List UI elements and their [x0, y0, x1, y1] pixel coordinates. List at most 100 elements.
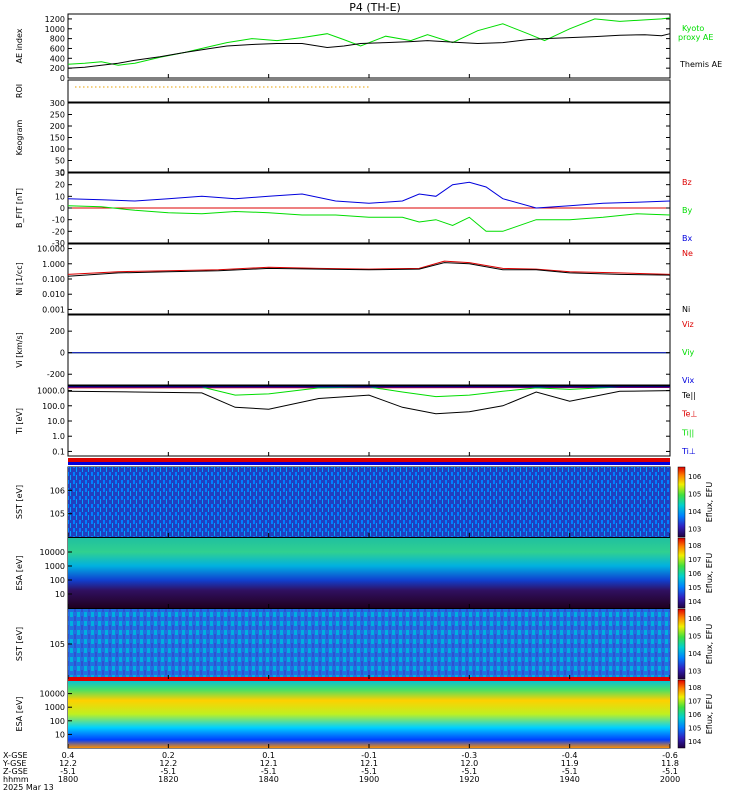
- panel-frame-velocity: [67, 314, 671, 386]
- xaxis-row-label-1: Y-GSE: [2, 759, 26, 768]
- ytick-label-esa_ion: 10000: [40, 548, 65, 557]
- ytick-label-temperature: 100.0: [42, 402, 65, 411]
- ytick-label-density: 0.001: [42, 305, 65, 314]
- ytick-label-esa_ion: 100: [50, 576, 65, 585]
- xtick-label-2-0: 0.1: [262, 751, 275, 760]
- legend-velocity-2: Vix: [682, 376, 695, 385]
- colorbar-tick-esa_ion: 105: [688, 584, 701, 592]
- ytick-label-keogram: 0: [60, 168, 65, 177]
- ylabel-velocity: Vi [km/s]: [15, 332, 24, 368]
- legend-velocity-1: Viy: [682, 348, 695, 357]
- series-temperature-Te||: [67, 390, 671, 415]
- ytick-label-bfield: -30: [52, 239, 65, 248]
- colorbar-tick-sst_ion: 103: [688, 525, 701, 533]
- legend-density-0: Ne: [682, 249, 693, 258]
- legend-velocity-0: Viz: [682, 320, 694, 329]
- esa-ion-spectrogram: [68, 538, 670, 608]
- ytick-label-density: 10.000: [37, 245, 65, 254]
- ytick-label-ae: 1000: [45, 25, 65, 34]
- colorbar-label-sst_elec: Eflux, EFU: [705, 624, 714, 665]
- series-bfield-By: [67, 205, 671, 232]
- xaxis-row-label-3: hhmm: [3, 775, 29, 784]
- ytick-label-keogram: 100: [50, 145, 65, 154]
- ylabel-temperature: Ti [eV]: [15, 408, 24, 435]
- legend-themis-ae: Themis AE: [679, 60, 722, 69]
- plot-title: P4 (TH-E): [349, 1, 401, 14]
- ytick-label-ae: 800: [50, 35, 65, 44]
- xaxis-row-label-2: Z-GSE: [3, 767, 28, 776]
- colorbar-tick-esa_elec: 107: [688, 697, 701, 705]
- ytick-label-ae: 200: [50, 64, 65, 73]
- ytick-label-temperature: 1.0: [52, 432, 65, 441]
- xtick-label-3-2: -5.1: [361, 767, 377, 776]
- panel-frame-keogram: [67, 102, 671, 173]
- panel-frame-ae: [67, 13, 671, 79]
- sst-quality-bar-blue: [68, 462, 670, 465]
- ytick-label-keogram: 300: [50, 99, 65, 108]
- series-ae-Themis AE: [67, 33, 671, 69]
- ytick-label-temperature: 1000.0: [37, 387, 65, 396]
- ytick-label-ae: 600: [50, 44, 65, 53]
- xtick-label-3-1: 12.1: [360, 759, 378, 768]
- legend-bfield-0: Bz: [682, 178, 692, 187]
- x-axis-labels: 0.412.2-5.118000.212.2-5.118200.112.1-5.…: [2, 751, 680, 792]
- xtick-label-5-2: -5.1: [562, 767, 578, 776]
- ytick-label-density: 0.100: [42, 275, 65, 284]
- legend-temperature-2: Ti||: [681, 428, 694, 437]
- ylabel-sst_ion: SST [eV]: [15, 485, 24, 519]
- sst-ion-spectrogram: [68, 467, 670, 537]
- panel-frame-density: [67, 243, 671, 315]
- legend-kyoto: Kyoto: [682, 24, 704, 33]
- colorbar-esa-ion: [677, 537, 686, 609]
- xtick-label-4-0: -0.3: [462, 751, 478, 760]
- ylabel-ae: AE index: [15, 28, 24, 63]
- legend-temperature-0: Te||: [681, 391, 696, 400]
- ytick-label-esa_elec: 10000: [40, 690, 65, 699]
- sst-electron-spectrogram: [68, 609, 670, 679]
- ytick-label-velocity: -200: [47, 370, 65, 379]
- ytick-label-velocity: 200: [50, 327, 65, 336]
- ylabel-esa_ion: ESA [eV]: [15, 556, 24, 591]
- xaxis-row-label-0: X-GSE: [3, 751, 28, 760]
- series-density-Ni: [67, 262, 671, 277]
- ytick-label-ae: 1200: [45, 15, 65, 24]
- sst-quality-bar: [68, 458, 670, 462]
- xtick-label-5-0: -0.4: [562, 751, 578, 760]
- ytick-label-keogram: 200: [50, 122, 65, 131]
- xtick-label-3-0: -0.1: [361, 751, 377, 760]
- xtick-label-1-1: 12.2: [159, 759, 177, 768]
- colorbar-label-esa_elec: Eflux, EFU: [705, 694, 714, 735]
- colorbar-tick-esa_elec: 104: [688, 738, 702, 746]
- series-bfield-Bx: [67, 181, 671, 209]
- xtick-label-2-2: -5.1: [261, 767, 277, 776]
- ytick-label-bfield: -10: [52, 216, 65, 225]
- xtick-label-4-2: -5.1: [462, 767, 478, 776]
- colorbar-sst-electron: [677, 608, 686, 680]
- ytick-label-sst_ion: 105: [50, 510, 65, 519]
- ytick-label-sst_ion: 106: [50, 486, 65, 495]
- colorbar-tick-esa_ion: 104: [688, 598, 702, 606]
- panel-frame-temperature: [67, 385, 671, 457]
- series-temperature-Ti||: [68, 386, 670, 398]
- ytick-label-esa_elec: 100: [50, 717, 65, 726]
- ytick-label-keogram: 50: [55, 157, 65, 166]
- xtick-label-0-2: -5.1: [60, 767, 76, 776]
- series-lines: [67, 17, 671, 415]
- xtick-label-0-0: 0.4: [62, 751, 75, 760]
- xtick-label-1-2: -5.1: [161, 767, 177, 776]
- legend-proxy-ae: proxy AE: [678, 33, 713, 42]
- xtick-label-4-3: 1920: [459, 775, 479, 784]
- ytick-label-esa_elec: 10: [55, 730, 65, 739]
- ylabel-bfield: B_FIT [nT]: [15, 188, 24, 228]
- xtick-label-1-3: 1820: [158, 775, 178, 784]
- series-ae-Kyoto proxy AE: [67, 17, 671, 66]
- ylabel-sst_elec: SST [eV]: [15, 627, 24, 661]
- xtick-label-0-3: 1800: [58, 775, 78, 784]
- ytick-label-esa_elec: 1000: [45, 703, 65, 712]
- xtick-label-3-3: 1900: [359, 775, 379, 784]
- xtick-label-5-1: 11.9: [561, 759, 579, 768]
- xtick-label-6-1: 11.8: [661, 759, 679, 768]
- colorbar-tick-esa_ion: 107: [688, 556, 701, 564]
